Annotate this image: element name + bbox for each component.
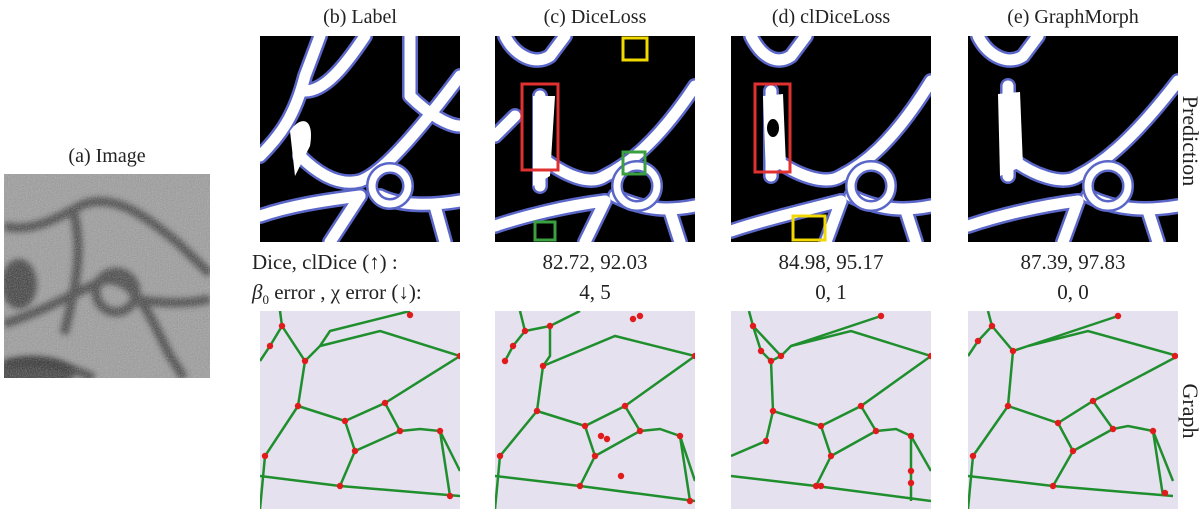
input-image — [4, 174, 210, 378]
diceloss-dice-cldice: 82.72, 92.03 — [542, 250, 648, 274]
title-cldiceloss: (d) clDiceLoss — [771, 6, 891, 28]
side-label-prediction: Prediction — [1178, 95, 1200, 187]
title-image: (a) Image — [68, 145, 146, 167]
cldiceloss-dice-cldice: 84.98, 95.17 — [778, 250, 884, 274]
graphmorph-mask — [968, 36, 1178, 242]
error-box-yellow — [791, 214, 827, 242]
title-graphmorph: (e) GraphMorph — [1007, 6, 1139, 28]
error-box-green — [621, 150, 647, 176]
graphmorph-dice-cldice: 87.39, 97.83 — [1020, 250, 1126, 274]
metric-row1-label: Dice, clDice (↑) : — [252, 250, 398, 274]
title-diceloss: (c) DiceLoss — [543, 6, 647, 28]
error-box-green — [533, 220, 557, 242]
error-box-red — [753, 82, 792, 174]
cldiceloss-graph — [731, 311, 931, 509]
side-label-graph: Graph — [1178, 383, 1200, 439]
error-box-red — [520, 82, 560, 172]
diceloss-errors: 4, 5 — [579, 280, 611, 304]
cldiceloss-errors: 0, 1 — [815, 280, 847, 304]
cldiceloss-mask — [731, 36, 931, 242]
diceloss-graph — [495, 311, 695, 509]
error-box-yellow — [621, 36, 649, 62]
metric-row2-label: β0 error , χ error (↓): — [252, 280, 422, 308]
graphmorph-errors: 0, 0 — [1057, 280, 1089, 304]
graphmorph-graph — [968, 311, 1178, 509]
diceloss-mask — [495, 36, 695, 242]
label-mask — [260, 36, 460, 242]
label-graph — [260, 311, 460, 509]
title-label: (b) Label — [323, 6, 397, 28]
